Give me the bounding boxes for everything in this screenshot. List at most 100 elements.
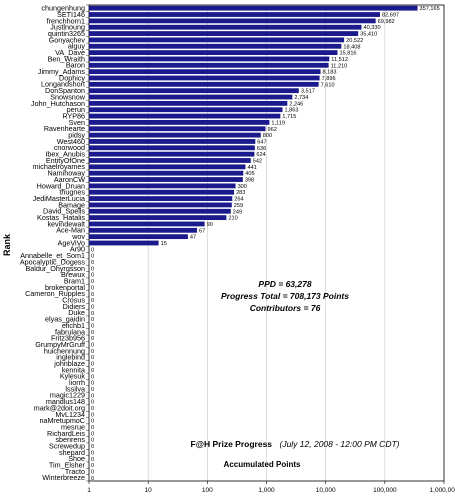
value-labels: 357,165 82,69769,98240,33035,41020,52218,… bbox=[91, 6, 440, 482]
bar bbox=[89, 88, 299, 94]
category-label: DonSpanton bbox=[45, 86, 85, 95]
value-label: 7,610 bbox=[321, 82, 335, 88]
category-label: magic1229 bbox=[50, 391, 85, 400]
value-label: 800 bbox=[263, 133, 272, 139]
value-label: 0 bbox=[91, 355, 94, 361]
category-label: kevindewalt bbox=[47, 219, 85, 228]
value-label: 0 bbox=[91, 336, 94, 342]
value-label: 0 bbox=[91, 393, 94, 399]
value-label: 300 bbox=[238, 184, 247, 190]
category-label: thugnes bbox=[59, 188, 85, 197]
value-label: 18,408 bbox=[343, 44, 360, 50]
bar bbox=[89, 43, 342, 49]
value-label: 0 bbox=[91, 292, 94, 298]
category-label: alguy bbox=[68, 42, 86, 51]
category-label: Sven bbox=[69, 118, 85, 127]
value-label: 0 bbox=[91, 279, 94, 285]
category-label: Kostas_Hatalis bbox=[37, 213, 85, 222]
x-axis-label: Accumulated Points bbox=[224, 460, 301, 469]
category-label: lssilva bbox=[65, 384, 85, 393]
value-label: 0 bbox=[91, 400, 94, 406]
value-label: 0 bbox=[91, 266, 94, 272]
category-label: Dophicy bbox=[59, 73, 85, 82]
value-label: 0 bbox=[91, 349, 94, 355]
bar bbox=[89, 120, 270, 125]
value-label: 0 bbox=[91, 419, 94, 425]
value-label: 47 bbox=[190, 235, 196, 241]
bar bbox=[89, 126, 266, 132]
category-label: Tim_Elsher bbox=[49, 461, 86, 470]
value-label: 0 bbox=[91, 463, 94, 469]
category-label: Didiers bbox=[63, 302, 86, 311]
x-tick-label: 1,000,000 bbox=[430, 487, 455, 494]
value-label: 69,982 bbox=[378, 19, 395, 25]
value-label: 0 bbox=[91, 444, 94, 450]
category-label: Justlnoung bbox=[50, 23, 85, 32]
bar bbox=[89, 139, 256, 144]
category-label: fabrulana bbox=[55, 327, 85, 336]
category-label: cnorwood bbox=[54, 143, 85, 152]
bar bbox=[89, 177, 243, 182]
bar bbox=[89, 107, 283, 113]
category-label: Howard_Druan bbox=[37, 181, 85, 190]
category-label: MvL1234 bbox=[55, 410, 85, 419]
value-label: 8,183 bbox=[323, 70, 337, 76]
category-label: sberirens bbox=[55, 435, 85, 444]
bar bbox=[89, 183, 236, 189]
category-label: efichb1 bbox=[62, 321, 85, 330]
category-label: Bram1 bbox=[64, 276, 85, 285]
value-label: 405 bbox=[245, 171, 254, 177]
bar bbox=[89, 221, 205, 227]
bar bbox=[89, 12, 380, 17]
value-label: 0 bbox=[91, 254, 94, 260]
value-label: 542 bbox=[253, 158, 262, 164]
bars bbox=[89, 5, 418, 246]
category-label: quintin3265 bbox=[48, 29, 85, 38]
category-label: Winterbreeze bbox=[42, 473, 85, 482]
value-label: 0 bbox=[91, 406, 94, 412]
y-axis-label: Rank bbox=[2, 233, 12, 256]
value-label: 0 bbox=[91, 311, 94, 317]
bar bbox=[89, 94, 293, 100]
category-label: David_Spells bbox=[43, 207, 85, 216]
category-label: AaronCW bbox=[54, 175, 85, 184]
category-label: Snowsnow bbox=[50, 92, 86, 101]
bar bbox=[89, 5, 418, 11]
category-label: VA_Dave bbox=[55, 48, 85, 57]
value-label: 11,512 bbox=[331, 57, 348, 63]
value-label: 636 bbox=[257, 146, 266, 152]
category-label: kennita bbox=[62, 365, 85, 374]
category-label: frenchhorn1 bbox=[47, 16, 85, 25]
category-label: pidsy bbox=[68, 131, 85, 140]
value-label: 2,246 bbox=[289, 101, 303, 107]
value-label: 0 bbox=[91, 374, 94, 380]
value-label: 624 bbox=[256, 152, 265, 158]
value-label: 0 bbox=[91, 343, 94, 349]
value-label: 0 bbox=[91, 387, 94, 393]
x-tick-label: 1,000 bbox=[258, 487, 275, 494]
category-label: mark@2doit.org bbox=[34, 403, 85, 412]
x-axis-ticks: 1 10 100 1,000 10,000 100,000 1,000,000 bbox=[86, 4, 455, 494]
value-label: 35,410 bbox=[360, 32, 377, 38]
bar bbox=[89, 113, 281, 119]
bar bbox=[89, 100, 288, 106]
value-label: 259 bbox=[234, 203, 243, 209]
value-label: 15,816 bbox=[339, 51, 356, 57]
category-label: mandlus148 bbox=[46, 397, 85, 406]
category-label: Jimmy_Adams bbox=[38, 67, 86, 76]
category-label: Duke bbox=[68, 308, 85, 317]
category-label: Brewux bbox=[61, 270, 85, 279]
bar bbox=[89, 132, 261, 138]
category-label: RYP86 bbox=[62, 111, 85, 120]
category-label: brokenportal bbox=[45, 283, 85, 292]
value-label: 0 bbox=[91, 298, 94, 304]
value-label: 0 bbox=[91, 450, 94, 456]
value-label: 1,715 bbox=[282, 114, 296, 120]
value-label: 15 bbox=[161, 241, 167, 247]
bar bbox=[89, 208, 231, 214]
value-label: 0 bbox=[91, 412, 94, 418]
value-label: 0 bbox=[91, 330, 94, 336]
value-label: 2,734 bbox=[294, 95, 308, 101]
chart-title-main: F@H Prize Progress bbox=[191, 439, 273, 449]
